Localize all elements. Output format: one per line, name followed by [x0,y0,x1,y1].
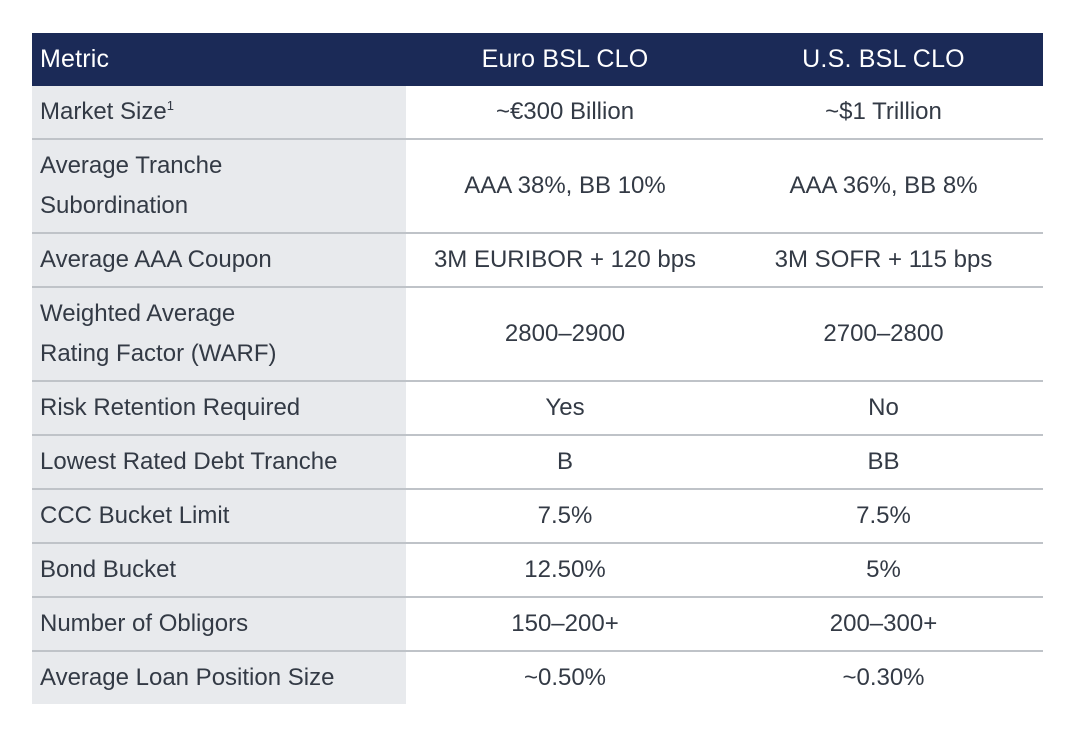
table-row: Weighted Average Rating Factor (WARF) 280… [32,287,1043,382]
row-us-value: 2700–2800 [724,287,1043,382]
row-us-value: 3M SOFR + 115 bps [724,233,1043,288]
row-metric: Bond Bucket [32,543,406,598]
row-metric: Number of Obligors [32,597,406,652]
table-row: Average Loan Position Size ~0.50% ~0.30% [32,651,1043,704]
table-row: Bond Bucket 12.50% 5% [32,543,1043,598]
table-header: Metric Euro BSL CLO U.S. BSL CLO [32,33,1043,86]
table-row: Number of Obligors 150–200+ 200–300+ [32,597,1043,652]
table-row: Average Tranche Subordination AAA 38%, BB… [32,139,1043,234]
header-us-bsl-clo: U.S. BSL CLO [724,33,1043,86]
row-metric: Average AAA Coupon [32,233,406,288]
row-euro-value: 3M EURIBOR + 120 bps [406,233,724,288]
table-row: Lowest Rated Debt Tranche B BB [32,435,1043,490]
row-euro-value: AAA 38%, BB 10% [406,139,724,234]
row-us-value: 7.5% [724,489,1043,544]
header-euro-bsl-clo: Euro BSL CLO [406,33,724,86]
table-row: Risk Retention Required Yes No [32,381,1043,436]
clo-comparison-table: Metric Euro BSL CLO U.S. BSL CLO Market … [32,33,1043,704]
table-row: Average AAA Coupon 3M EURIBOR + 120 bps … [32,233,1043,288]
header-metric: Metric [32,33,406,86]
comparison-table-container: Metric Euro BSL CLO U.S. BSL CLO Market … [32,33,1043,704]
footnote-marker: 1 [166,98,174,113]
table-row: CCC Bucket Limit 7.5% 7.5% [32,489,1043,544]
metric-label-line1: Average Tranche [40,152,223,179]
metric-label-line2: Rating Factor (WARF) [40,340,277,367]
row-euro-value: B [406,435,724,490]
row-metric: Lowest Rated Debt Tranche [32,435,406,490]
row-us-value: 5% [724,543,1043,598]
row-metric: Average Loan Position Size [32,651,406,704]
row-us-value: ~0.30% [724,651,1043,704]
row-euro-value: Yes [406,381,724,436]
metric-label-line2: Subordination [40,192,189,219]
row-euro-value: 7.5% [406,489,724,544]
row-metric: Risk Retention Required [32,381,406,436]
row-metric: Average Tranche Subordination [32,139,406,234]
row-euro-value: 150–200+ [406,597,724,652]
row-euro-value: 12.50% [406,543,724,598]
table-row: Market Size1 ~€300 Billion ~$1 Trillion [32,86,1043,140]
row-metric: Market Size1 [32,86,406,140]
row-us-value: 200–300+ [724,597,1043,652]
row-us-value: No [724,381,1043,436]
row-euro-value: ~0.50% [406,651,724,704]
metric-label: Market Size [40,98,167,125]
table-body: Market Size1 ~€300 Billion ~$1 Trillion … [32,86,1043,704]
row-euro-value: 2800–2900 [406,287,724,382]
row-us-value: BB [724,435,1043,490]
row-euro-value: ~€300 Billion [406,86,724,140]
row-metric: CCC Bucket Limit [32,489,406,544]
row-us-value: ~$1 Trillion [724,86,1043,140]
header-row: Metric Euro BSL CLO U.S. BSL CLO [32,33,1043,86]
row-metric: Weighted Average Rating Factor (WARF) [32,287,406,382]
row-us-value: AAA 36%, BB 8% [724,139,1043,234]
metric-label-line1: Weighted Average [40,300,236,327]
